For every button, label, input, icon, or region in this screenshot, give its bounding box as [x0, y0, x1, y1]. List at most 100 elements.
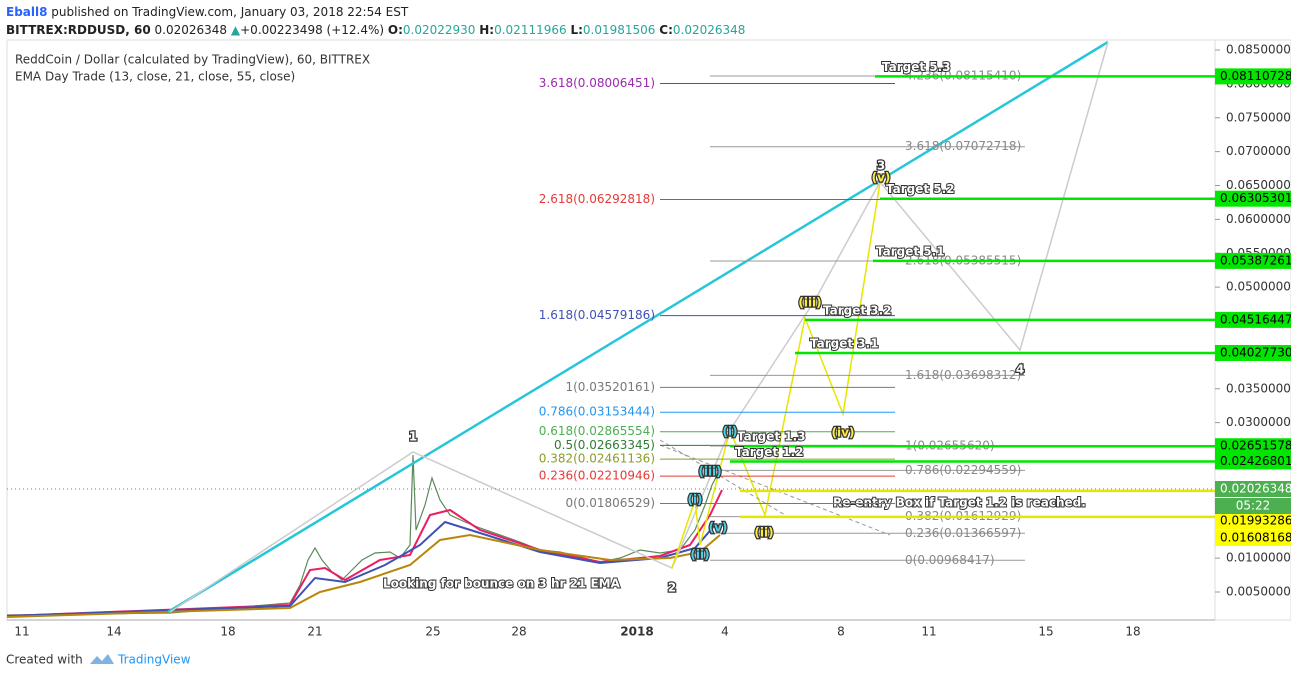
author: Eball8 published on TradingView.com, Jan… — [6, 5, 409, 19]
legend-study: EMA Day Trade (13, close, 21, close, 55,… — [15, 70, 295, 84]
target-label: Target 1.2 — [735, 445, 804, 459]
target-label: Target 1.3 — [737, 430, 806, 444]
low: 0.01981506 — [583, 23, 656, 37]
wave-label: (iii) — [698, 465, 721, 479]
trendline — [167, 40, 1109, 614]
price-tag — [1215, 530, 1291, 546]
ema-13 — [6, 489, 723, 617]
o-label: O: — [388, 23, 403, 37]
legend-title: ReddCoin / Dollar (calculated by Trading… — [15, 53, 370, 67]
high: 0.02111966 — [494, 23, 567, 37]
price-tag-label: 0.06305301 — [1220, 191, 1291, 205]
wave-label: 4 — [1016, 363, 1024, 377]
target-label: Target 5.2 — [886, 182, 955, 196]
fib-label: 1(0.03520161) — [565, 380, 655, 394]
wave-path-white — [169, 41, 1109, 613]
x-tick-label: 11 — [14, 625, 29, 639]
price-tag-label: 0.04516447 — [1220, 312, 1291, 326]
x-tick-label: 2018 — [620, 625, 653, 639]
fib-label: 2.618(0.06292818) — [539, 192, 655, 206]
note: Re-entry Box if Target 1.2 is reached. — [833, 496, 1086, 510]
wave-label: (v) — [709, 521, 728, 535]
price-tag-label: 0.05387261 — [1220, 253, 1291, 267]
arrow: ▲ — [231, 23, 241, 37]
wave-label: 3 — [877, 159, 885, 173]
wave-label: 2 — [668, 581, 676, 595]
price-tag — [1215, 344, 1291, 361]
price-tag — [1215, 513, 1291, 529]
fib-label: 0.236(0.02210946) — [539, 469, 655, 483]
close: 0.02026348 — [673, 23, 746, 37]
price-tag — [1215, 252, 1291, 269]
fib-label: 0(0.00968417) — [905, 553, 995, 567]
fib-label: 1.618(0.03698312) — [905, 368, 1021, 382]
x-tick-label: 8 — [837, 625, 845, 639]
price-tag-label: 0.01993286 — [1220, 514, 1291, 528]
price-tag — [1215, 481, 1291, 497]
wave-label: (iii) — [798, 296, 821, 310]
change: +0.00223498 (+12.4%) — [240, 23, 384, 37]
symbol: BITTREX:RDDUSD, 60 — [6, 23, 151, 37]
published: published on TradingView.com, January 03… — [51, 5, 409, 19]
price-series — [6, 454, 721, 616]
target-label: Target 5.1 — [876, 244, 945, 258]
last-price: 0.02026348 — [1220, 482, 1291, 496]
footer-brand[interactable]: TradingView — [117, 653, 191, 667]
wave-label: (ii) — [690, 548, 709, 562]
price-tag-label: 0.02426801 — [1220, 454, 1291, 468]
dashed-projection — [659, 439, 786, 516]
price-tag-label: 0.01608168 — [1220, 531, 1291, 545]
price-tag — [1215, 190, 1291, 207]
fib-label: 0(0.01806529) — [565, 496, 655, 510]
countdown-tag — [1215, 498, 1291, 514]
x-tick-label: 25 — [425, 625, 440, 639]
x-tick-label: 11 — [921, 625, 936, 639]
wave-label: (i) — [687, 493, 702, 507]
y-tick-label: 0.00500000 — [1226, 585, 1291, 599]
fib-label: 3.618(0.08006451) — [539, 76, 655, 90]
x-tick-label: 14 — [106, 625, 121, 639]
price-tag — [1215, 311, 1291, 328]
fib-label: 1.618(0.04579186) — [539, 308, 655, 322]
wave-label: 1 — [409, 430, 417, 444]
wave-label: (i) — [722, 425, 737, 439]
x-tick-label: 21 — [307, 625, 322, 639]
note: Looking for bounce on 3 hr 21 EMA — [383, 577, 621, 591]
price-tag — [1215, 68, 1291, 85]
fib-label: 0.618(0.02865554) — [539, 424, 655, 438]
price-tag — [1215, 453, 1291, 470]
fib-label: 3.618(0.07072718) — [905, 139, 1021, 153]
x-tick-label: 4 — [721, 625, 729, 639]
fib-label: 0.786(0.02294559) — [905, 463, 1021, 477]
target-label: Target 5.3 — [882, 60, 951, 74]
l-label: L: — [570, 23, 582, 37]
wave-label: (iv) — [832, 426, 855, 440]
dashed-projection — [659, 444, 891, 536]
fib-label: 0.236(0.01366597) — [905, 526, 1021, 540]
x-tick-label: 18 — [220, 625, 235, 639]
countdown: 05:22 — [1236, 499, 1271, 513]
author-name[interactable]: Eball8 — [6, 5, 47, 19]
chart-pane — [6, 39, 1216, 621]
wave-path-yellow — [671, 181, 881, 569]
drawings — [6, 40, 1215, 618]
fib-label: 0.382(0.02461136) — [539, 452, 655, 466]
open: 0.02022930 — [403, 23, 476, 37]
x-tick-label: 15 — [1038, 625, 1053, 639]
fib-label: 0.786(0.03153444) — [539, 405, 655, 419]
x-tick-label: 28 — [511, 625, 526, 639]
wave-label: (ii) — [754, 526, 773, 540]
price-tag-label: 0.04027730 — [1220, 345, 1291, 359]
wave-label: (v) — [872, 171, 891, 185]
quote: BITTREX:RDDUSD, 60 0.02026348 ▲+0.002234… — [6, 23, 745, 37]
